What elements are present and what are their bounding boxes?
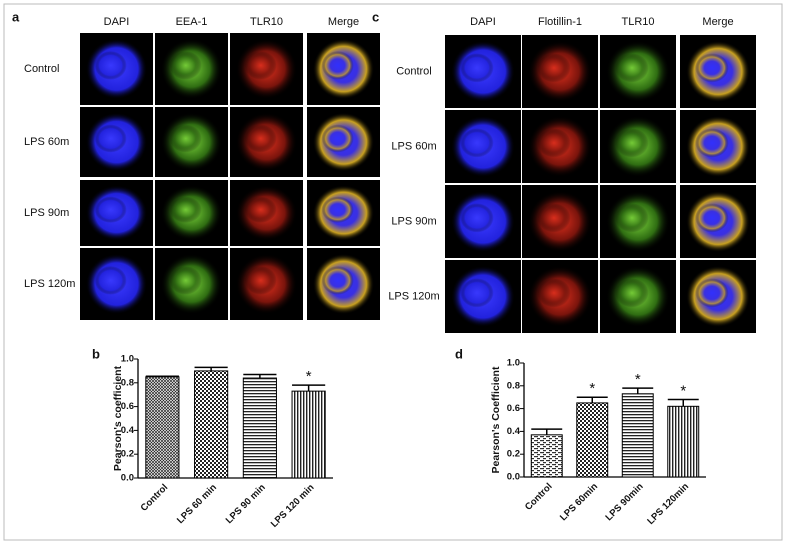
y-tick-label: 0.0: [121, 473, 134, 484]
panel-letter: b: [92, 346, 100, 361]
cell-signal: [615, 203, 649, 233]
row-label: Control: [24, 63, 59, 75]
cell-signal: [615, 53, 649, 83]
cell-signal: [460, 278, 494, 308]
cell-signal: [537, 278, 571, 308]
row-label: LPS 120m: [24, 278, 75, 290]
cell-signal: [695, 203, 729, 233]
panel-letter: d: [455, 346, 463, 361]
cell-signal: [615, 278, 649, 308]
panel-letter: c: [372, 9, 379, 24]
significance-marker: *: [680, 382, 686, 399]
frame: [3, 3, 783, 541]
panel-letter: a: [12, 9, 20, 24]
row-label: LPS 90m: [24, 207, 69, 219]
row-label: LPS 120m: [388, 290, 439, 302]
cell-signal: [695, 278, 729, 308]
bar: [242, 377, 277, 479]
bar: [576, 402, 609, 478]
x-tick-label: LPS 90min: [604, 481, 646, 523]
y-tick-label: 0.2: [507, 449, 520, 460]
cell-signal: [244, 124, 277, 153]
cell-signal: [94, 51, 127, 80]
y-tick-label: 0.4: [121, 425, 135, 436]
cell-signal: [321, 196, 354, 223]
significance-marker: *: [635, 371, 641, 388]
column-header: DAPI: [470, 16, 496, 28]
y-tick-label: 1.0: [121, 354, 134, 365]
cell-signal: [169, 196, 202, 223]
column-header: EEA-1: [176, 16, 208, 28]
y-tick-label: 1.0: [507, 358, 520, 369]
column-header: Merge: [328, 16, 359, 28]
cell-signal: [321, 51, 354, 80]
column-header: TLR10: [621, 16, 654, 28]
cell-signal: [94, 124, 127, 153]
y-tick-label: 0.6: [507, 403, 520, 414]
row-label: LPS 60m: [391, 140, 436, 152]
cell-signal: [460, 203, 494, 233]
cell-signal: [321, 124, 354, 153]
cell-signal: [460, 53, 494, 83]
x-tick-label: LPS 90 min: [224, 482, 268, 526]
column-header: TLR10: [250, 16, 283, 28]
cell-signal: [169, 51, 202, 80]
row-label: Control: [396, 65, 431, 77]
y-axis-label: Pearson's Coefficient: [490, 366, 502, 473]
cell-signal: [695, 53, 729, 83]
cell-signal: [537, 203, 571, 233]
row-label: LPS 90m: [391, 215, 436, 227]
y-tick-label: 0.8: [507, 380, 520, 391]
cell-signal: [94, 196, 127, 223]
cell-signal: [537, 53, 571, 83]
x-tick-label: LPS 120min: [645, 481, 691, 527]
y-tick-label: 0.6: [121, 401, 134, 412]
bar: [291, 390, 326, 479]
bar: [621, 393, 654, 478]
cell-signal: [94, 266, 127, 295]
cell-signal: [169, 124, 202, 153]
bar: [194, 370, 229, 479]
cell-signal: [537, 128, 571, 158]
significance-marker: *: [306, 368, 312, 385]
y-tick-label: 0.8: [121, 377, 134, 388]
cell-signal: [244, 51, 277, 80]
x-tick-label: Control: [523, 481, 555, 513]
x-tick-label: LPS 120 min: [269, 482, 317, 530]
column-header: Flotillin-1: [538, 16, 582, 28]
cell-signal: [695, 128, 729, 158]
cell-signal: [615, 128, 649, 158]
bar: [145, 376, 180, 479]
row-label: LPS 60m: [24, 136, 69, 148]
y-tick-label: 0.0: [507, 472, 520, 483]
cell-signal: [244, 266, 277, 295]
x-tick-label: LPS 60min: [558, 481, 600, 523]
bar: [667, 405, 700, 478]
cell-signal: [321, 266, 354, 295]
y-tick-label: 0.4: [507, 426, 521, 437]
column-header: Merge: [702, 16, 733, 28]
column-header: DAPI: [104, 16, 130, 28]
y-tick-label: 0.2: [121, 449, 134, 460]
cell-signal: [169, 266, 202, 295]
cell-signal: [460, 128, 494, 158]
y-axis-label: Pearson's coefficient: [112, 365, 124, 471]
x-tick-label: Control: [139, 482, 171, 514]
cell-signal: [244, 196, 277, 223]
significance-marker: *: [589, 380, 595, 397]
bar: [530, 434, 563, 478]
x-tick-label: LPS 60 min: [175, 482, 219, 526]
